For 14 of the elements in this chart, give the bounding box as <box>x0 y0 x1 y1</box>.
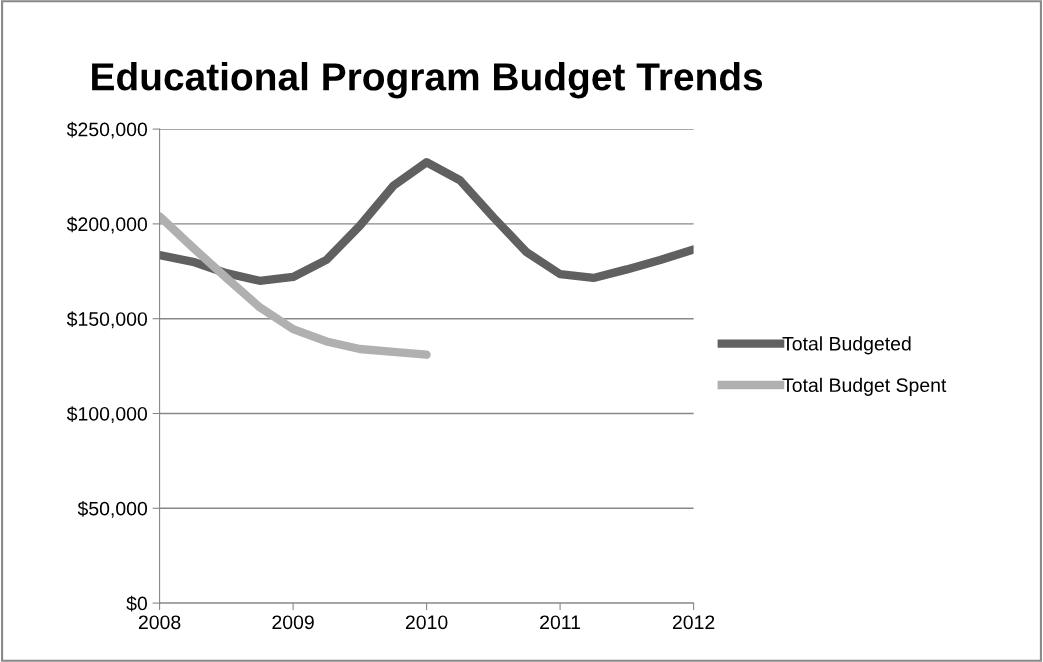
x-tick-label: 2012 <box>672 615 715 630</box>
x-tick-label: 2008 <box>138 615 181 630</box>
x-tick-label: 2011 <box>540 615 581 630</box>
x-tick-label: 2009 <box>272 615 314 630</box>
x-tick-label: 2010 <box>405 615 448 630</box>
legend-label: Total Budget Spent <box>782 377 947 396</box>
y-tick-label: $0 <box>126 595 148 612</box>
y-tick-label: $250,000 <box>66 121 148 139</box>
chart-title: Educational Program Budget Trends <box>92 62 763 99</box>
y-tick-label: $50,000 <box>77 500 148 518</box>
y-tick-label: $100,000 <box>66 406 148 424</box>
y-tick-label: $200,000 <box>66 216 148 234</box>
y-tick-label: $150,000 <box>66 311 148 329</box>
legend-label: Total Budgeted <box>782 336 911 355</box>
